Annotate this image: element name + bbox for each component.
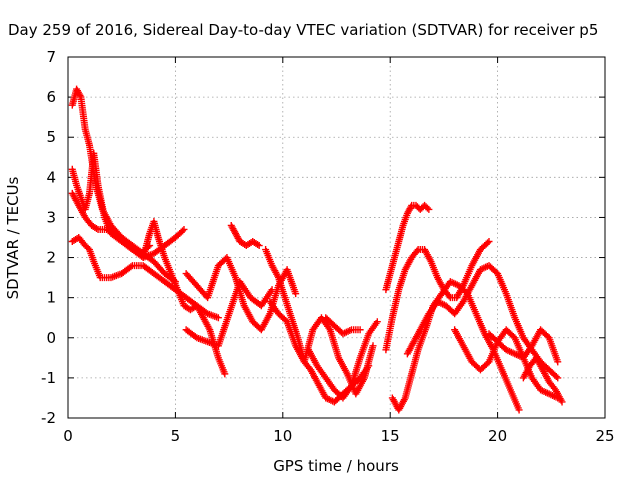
- plot-frame: [67, 56, 606, 419]
- data-point: [92, 224, 100, 232]
- data-point: [413, 247, 421, 255]
- data-point: [292, 290, 300, 298]
- y-tick-label: -1: [41, 369, 56, 387]
- x-axis-label: GPS time / hours: [273, 457, 399, 475]
- x-tick-label: 0: [63, 427, 73, 445]
- data-point: [356, 326, 364, 334]
- y-axis-label: SDTVAR / TECUs: [4, 176, 22, 299]
- y-tick-label: 1: [46, 289, 56, 307]
- y-tick-label: -2: [41, 409, 56, 427]
- data-point: [445, 292, 453, 300]
- data-point: [515, 406, 523, 414]
- x-tick-label: 10: [273, 427, 292, 445]
- x-tick-label: 5: [171, 427, 181, 445]
- data-point: [179, 227, 187, 235]
- data-point: [214, 314, 222, 322]
- y-tick-label: 4: [46, 168, 56, 186]
- data-points: [68, 85, 566, 414]
- data-point: [425, 205, 433, 213]
- data-point: [558, 398, 566, 406]
- y-tick-label: 0: [46, 329, 56, 347]
- y-tick-label: 3: [46, 208, 56, 226]
- data-point: [423, 204, 431, 212]
- x-tick-label: 15: [381, 427, 400, 445]
- data-point: [180, 225, 188, 233]
- data-point: [221, 370, 229, 378]
- data-point: [255, 242, 263, 250]
- x-tick-label: 25: [595, 427, 614, 445]
- data-point: [76, 92, 84, 100]
- y-tick-label: 5: [46, 128, 56, 146]
- x-tick-label: 20: [488, 427, 507, 445]
- data-point: [373, 318, 381, 326]
- data-point: [369, 342, 377, 350]
- data-point: [554, 374, 562, 382]
- y-tick-label: 2: [46, 249, 56, 267]
- data-point: [254, 241, 262, 249]
- data-point: [127, 263, 135, 271]
- y-tick-label: 7: [46, 48, 56, 66]
- chart-title: Day 259 of 2016, Sidereal Day-to-day VTE…: [8, 21, 598, 39]
- data-point: [552, 373, 560, 381]
- data-point: [554, 358, 562, 366]
- tick-labels: 0 5 10 15 20 25 -2 -1 0 1 2 3 4 5 6 7: [41, 48, 615, 445]
- data-point: [485, 238, 493, 246]
- y-tick-label: 6: [46, 88, 56, 106]
- data-point: [484, 239, 492, 247]
